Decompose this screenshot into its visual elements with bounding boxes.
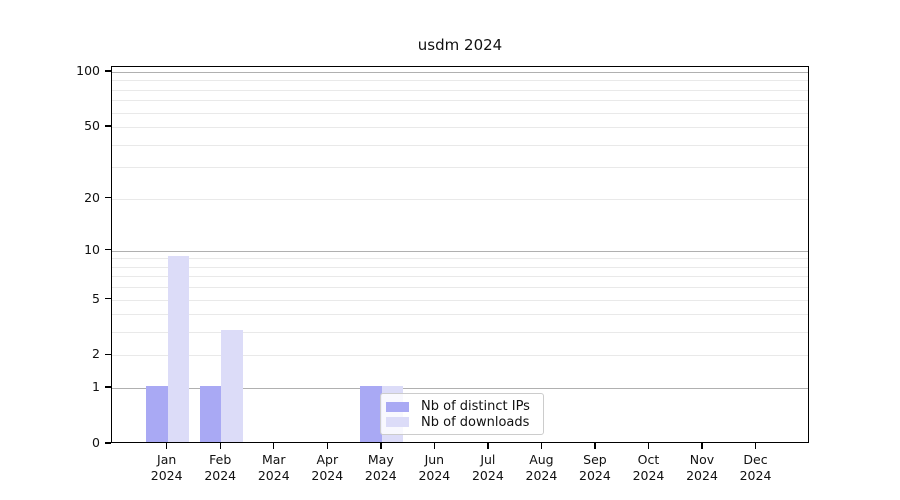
y-tick-mark-5 <box>105 297 111 300</box>
y-tick-mark-10 <box>105 249 111 251</box>
y-tick-label-10: 10 <box>84 241 100 257</box>
x-tick-label-sep: Sep 2024 <box>579 452 611 483</box>
y-tick-mark-0 <box>105 442 111 444</box>
bar-distinct-ips-jan <box>146 386 168 442</box>
x-tick-mark-sep <box>594 443 596 449</box>
y-tick-label-5: 5 <box>92 290 100 306</box>
gridline-minor-30 <box>112 167 808 169</box>
x-tick-label-may: May 2024 <box>364 452 397 483</box>
x-tick-label-apr: Apr 2024 <box>311 452 344 483</box>
bar-downloads-feb <box>221 330 243 442</box>
gridline-minor-80 <box>112 89 808 91</box>
x-tick-mark-apr <box>326 443 328 449</box>
gridline-minor-8 <box>112 266 808 268</box>
x-tick-label-nov: Nov 2024 <box>686 452 718 483</box>
bar-distinct-ips-may <box>360 386 382 442</box>
legend: Nb of distinct IPs Nb of downloads <box>380 393 544 435</box>
gridline-minor-5 <box>112 299 808 301</box>
gridline-major-100 <box>112 72 808 73</box>
gridline-minor-20 <box>112 198 808 200</box>
x-tick-label-jul: Jul 2024 <box>471 452 504 483</box>
x-tick-label-dec: Dec 2024 <box>739 452 772 483</box>
gridline-minor-3 <box>112 332 808 334</box>
x-tick-mark-nov <box>701 443 703 449</box>
gridline-minor-70 <box>112 100 808 102</box>
y-tick-mark-100 <box>105 70 111 72</box>
y-tick-mark-2 <box>105 353 111 356</box>
y-tick-label-0: 0 <box>92 435 100 450</box>
y-tick-label-20: 20 <box>84 189 100 205</box>
legend-label-downloads: Nb of downloads <box>421 414 530 430</box>
gridline-minor-60 <box>112 112 808 114</box>
gridline-minor-6 <box>112 287 808 289</box>
gridline-minor-90 <box>112 80 808 82</box>
y-tick-mark-50 <box>105 125 111 127</box>
legend-label-distinct-ips: Nb of distinct IPs <box>421 399 530 415</box>
legend-swatch-downloads <box>386 417 409 428</box>
y-tick-label-1: 1 <box>92 379 100 395</box>
x-tick-mark-jul <box>487 443 489 449</box>
gridline-minor-40 <box>112 144 808 146</box>
gridline-minor-2 <box>112 355 808 357</box>
plot-area <box>111 66 809 443</box>
gridline-minor-7 <box>112 276 808 278</box>
x-tick-mark-aug <box>540 443 543 449</box>
chart-title: usdm 2024 <box>417 36 503 54</box>
gridline-major-10 <box>112 250 808 252</box>
gridline-major-1 <box>112 388 808 390</box>
x-tick-label-feb: Feb 2024 <box>204 452 237 483</box>
y-tick-mark-1 <box>105 386 111 388</box>
legend-item-distinct-ips: Nb of distinct IPs <box>386 399 536 415</box>
x-tick-mark-dec <box>754 443 757 449</box>
legend-swatch-distinct-ips <box>386 401 409 412</box>
x-tick-mark-mar <box>273 443 275 449</box>
bar-downloads-jan <box>167 256 190 442</box>
x-tick-mark-feb <box>219 443 221 449</box>
x-tick-mark-jan <box>166 443 168 449</box>
x-tick-label-jan: Jan 2024 <box>150 452 183 483</box>
x-tick-mark-oct <box>647 443 650 449</box>
gridline-minor-50 <box>112 127 808 129</box>
y-tick-label-100: 100 <box>76 63 100 78</box>
x-tick-mark-jun <box>433 443 436 449</box>
legend-item-downloads: Nb of downloads <box>386 415 536 431</box>
x-tick-label-aug: Aug 2024 <box>525 452 558 483</box>
gridline-minor-9 <box>112 258 808 260</box>
y-tick-label-2: 2 <box>92 346 100 362</box>
y-tick-mark-20 <box>105 196 111 199</box>
x-tick-label-mar: Mar 2024 <box>257 452 290 483</box>
y-tick-label-50: 50 <box>84 118 100 134</box>
bar-distinct-ips-feb <box>199 386 222 442</box>
gridline-minor-4 <box>112 314 808 316</box>
x-tick-mark-may <box>380 443 382 449</box>
x-tick-label-oct: Oct 2024 <box>632 452 665 483</box>
x-tick-label-jun: Jun 2024 <box>418 452 451 483</box>
